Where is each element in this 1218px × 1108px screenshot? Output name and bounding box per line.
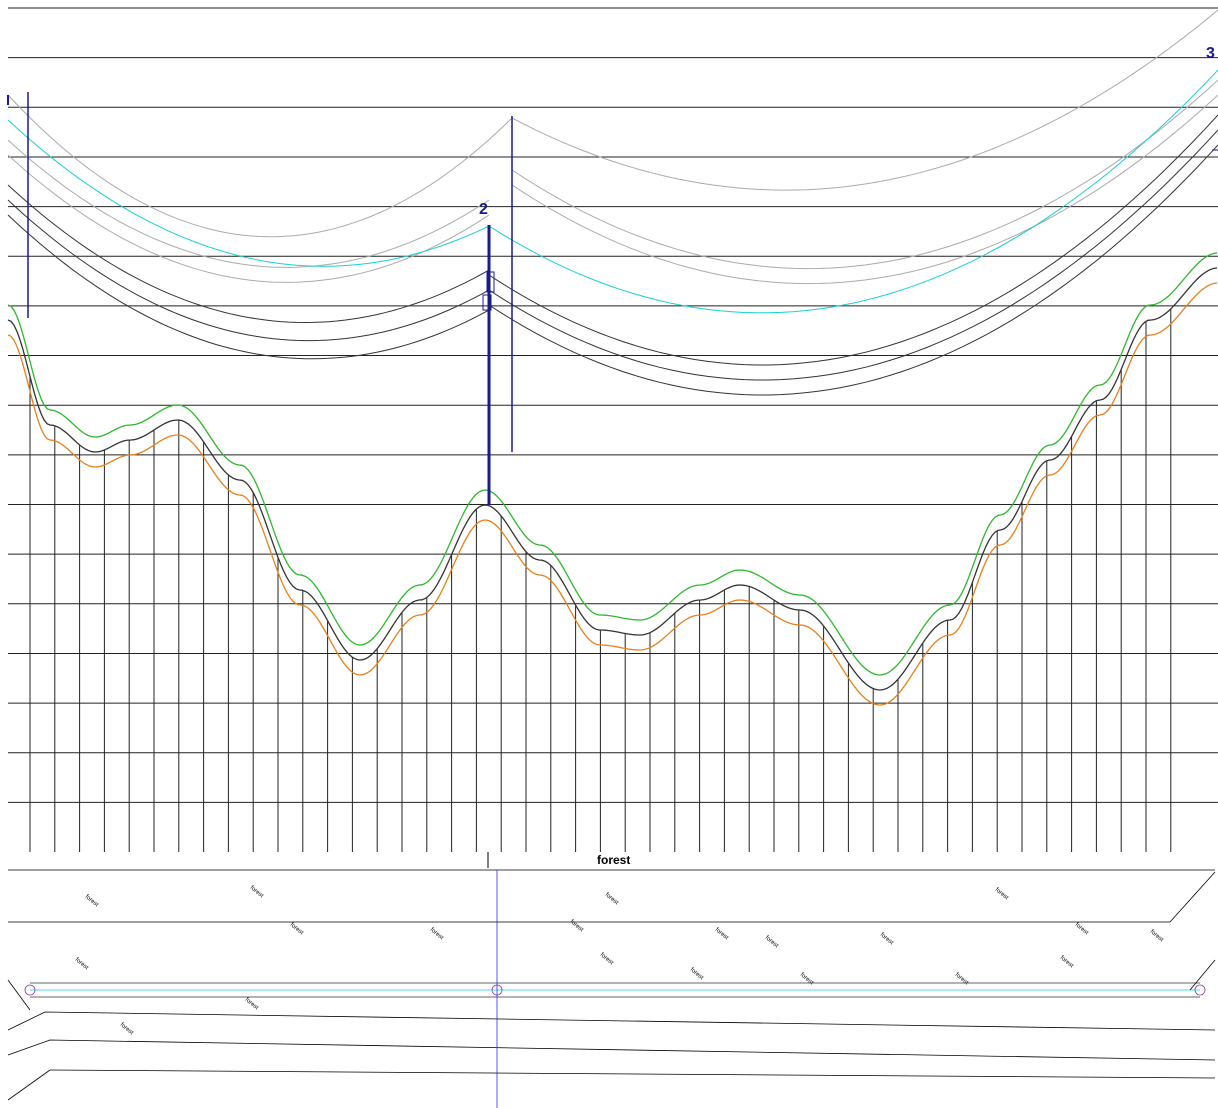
conductor — [7, 184, 490, 324]
area-label: forest — [799, 972, 815, 986]
conductor — [7, 214, 490, 360]
terrain — [7, 252, 1218, 706]
area-label: forest — [599, 952, 615, 966]
area-label: forest — [569, 919, 585, 933]
towers — [7, 92, 1218, 868]
conductor — [488, 129, 1218, 381]
area-label: forest — [689, 967, 705, 981]
terrain-line — [7, 252, 1218, 676]
conductor — [511, 94, 1218, 285]
conductor — [7, 154, 490, 283]
area-label: forest — [764, 935, 780, 949]
conductor — [7, 139, 490, 268]
area-label: forest — [604, 892, 620, 906]
area-label: forest — [1059, 955, 1075, 969]
conductor — [511, 79, 1218, 270]
terrain-stations — [29, 308, 1172, 852]
area-label: forest — [74, 957, 90, 971]
conductor — [511, 9, 1218, 191]
plan-labels: forest forest forest forest forest forest fore… — [74, 885, 1165, 1036]
conductor — [488, 114, 1218, 366]
section-label: forest — [597, 853, 630, 867]
area-label: forest — [289, 922, 305, 936]
area-label: forest — [119, 1022, 135, 1036]
area-label: forest — [1149, 929, 1165, 943]
area-label: forest — [1074, 922, 1090, 936]
area-label: forest — [244, 997, 260, 1011]
area-label: forest — [994, 887, 1010, 901]
plan-view — [7, 869, 1216, 1108]
area-label: forest — [429, 927, 445, 941]
area-label: forest — [249, 885, 265, 899]
conductors — [7, 9, 1218, 396]
conductor — [7, 199, 490, 342]
profile-grid — [8, 7, 1218, 803]
area-label: forest — [714, 927, 730, 941]
conductor — [488, 69, 1218, 314]
area-label: forest — [954, 972, 970, 986]
conductor — [488, 144, 1218, 396]
area-label: forest — [879, 932, 895, 946]
tower-label: 3 — [1206, 45, 1215, 62]
tower-label: 2 — [479, 201, 488, 218]
terrain-line — [7, 282, 1218, 706]
conductor — [7, 94, 513, 238]
conductor — [7, 119, 490, 267]
area-label: forest — [84, 894, 100, 908]
terrain-line — [7, 267, 1218, 691]
